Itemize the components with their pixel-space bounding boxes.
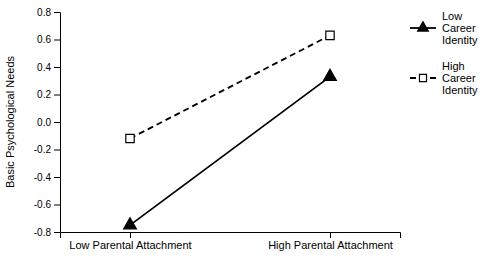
tick: 0.0 <box>37 117 60 128</box>
x-axis: Low Parental Attachment High Parental Att… <box>61 232 401 251</box>
tick-mark <box>54 205 60 206</box>
tick-mark <box>54 40 60 41</box>
tick-label: -0.6 <box>34 199 52 210</box>
tick: -0.8 <box>34 227 60 238</box>
y-axis-label: Basic Psychological Needs <box>4 55 16 188</box>
tick-label: 0.8 <box>37 7 51 18</box>
series-line <box>130 35 330 138</box>
legend-label: HighCareerIdentity <box>442 60 478 96</box>
tick-label: 0.2 <box>37 89 51 100</box>
legend-label: LowCareerIdentity <box>442 10 478 46</box>
tick: 0.2 <box>37 89 60 100</box>
tick-label: 0.4 <box>37 62 51 73</box>
legend-marker <box>419 74 426 81</box>
tick-label: -0.2 <box>34 144 52 155</box>
tick-mark <box>54 12 60 13</box>
tick: -0.4 <box>34 172 60 183</box>
tick: -0.6 <box>34 199 60 210</box>
legend: LowCareerIdentity HighCareerIdentity <box>410 10 478 96</box>
tick: 0.8 <box>37 7 60 18</box>
tick-mark <box>54 232 60 233</box>
tick-mark <box>54 122 60 123</box>
tick-mark <box>130 232 131 238</box>
tick-mark <box>54 67 60 68</box>
tick: High Parental Attachment <box>268 232 393 251</box>
series-line <box>130 77 330 226</box>
point <box>126 134 134 142</box>
chart: -0.8 -0.6 -0.4 -0.2 0.0 0.2 0.4 0.6 0.8 Low Paren… <box>0 0 500 262</box>
tick-mark <box>330 232 331 238</box>
marks <box>124 31 337 229</box>
tick: -0.2 <box>34 144 60 155</box>
y-axis: -0.8 -0.6 -0.4 -0.2 0.0 0.2 0.4 0.6 0.8 <box>34 7 61 238</box>
point <box>326 31 334 39</box>
legend-marker <box>418 22 429 31</box>
axis-line <box>61 233 401 239</box>
tick-label: Low Parental Attachment <box>69 239 191 251</box>
legend-item: LowCareerIdentity <box>410 10 478 46</box>
tick-label: 0.0 <box>37 117 51 128</box>
tick: 0.4 <box>37 62 60 73</box>
tick-label: High Parental Attachment <box>268 239 393 251</box>
point <box>124 218 137 229</box>
chart-container: -0.8 -0.6 -0.4 -0.2 0.0 0.2 0.4 0.6 0.8 Low Paren… <box>0 0 500 262</box>
tick: 0.6 <box>37 34 60 45</box>
tick: Low Parental Attachment <box>69 232 191 251</box>
tick-mark <box>54 150 60 151</box>
point <box>324 69 337 80</box>
legend-item: HighCareerIdentity <box>410 60 478 96</box>
tick-label: -0.4 <box>34 172 52 183</box>
tick-mark <box>54 177 60 178</box>
tick-mark <box>54 95 60 96</box>
axis-line <box>54 13 61 233</box>
plot: -0.8 -0.6 -0.4 -0.2 0.0 0.2 0.4 0.6 0.8 Low Paren… <box>34 7 401 251</box>
tick-label: 0.6 <box>37 34 51 45</box>
tick-label: -0.8 <box>34 227 52 238</box>
